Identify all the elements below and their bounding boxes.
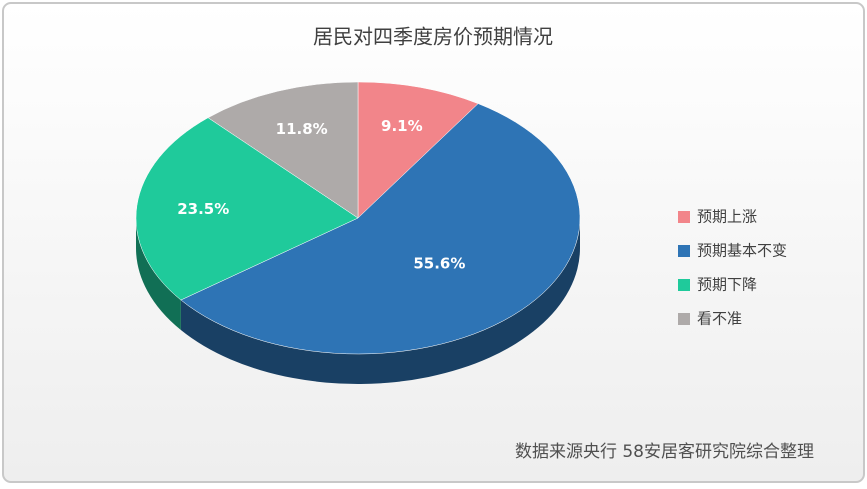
legend-swatch bbox=[678, 279, 690, 291]
legend-label: 预期上涨 bbox=[697, 208, 757, 226]
pie-slice bbox=[180, 103, 581, 355]
legend-label: 预期基本不变 bbox=[697, 242, 787, 260]
source-note: 数据来源央行 58安居客研究院综合整理 bbox=[515, 442, 814, 462]
pie-slice bbox=[207, 81, 359, 219]
pie-slice bbox=[135, 117, 359, 301]
value-label: 9.1% bbox=[381, 117, 423, 135]
legend-label: 看不准 bbox=[697, 310, 742, 328]
value-label: 11.8% bbox=[276, 120, 328, 138]
pie: 9.1% 55.6% 23.5% 11.8% bbox=[135, 81, 581, 385]
legend-swatch bbox=[678, 211, 690, 223]
pie-side bbox=[180, 218, 580, 385]
value-label: 23.5% bbox=[177, 200, 229, 218]
legend-swatch bbox=[678, 313, 690, 325]
legend-swatch bbox=[678, 245, 690, 257]
chart-title: 居民对四季度房价预期情况 bbox=[313, 25, 553, 49]
value-label: 55.6% bbox=[413, 255, 465, 273]
pie-side bbox=[136, 218, 181, 330]
pie-slice bbox=[357, 81, 479, 219]
legend-label: 预期下降 bbox=[697, 276, 757, 294]
